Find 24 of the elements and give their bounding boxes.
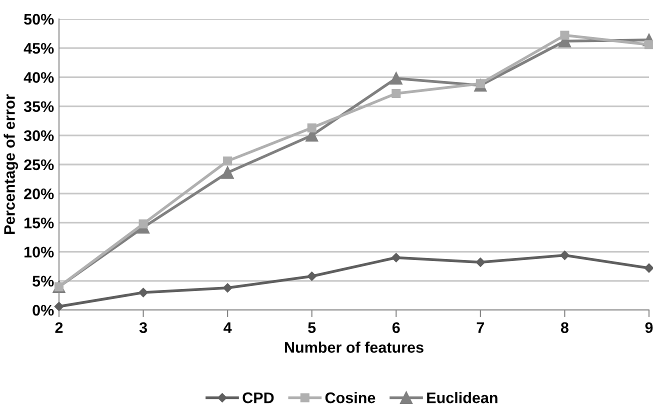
x-tick-label: 7	[476, 322, 484, 333]
y-tick-label: 50%	[24, 14, 54, 25]
y-tick-label: 0%	[32, 304, 54, 316]
x-axis-title: Number of features	[284, 342, 424, 353]
x-tick-label: 5	[308, 322, 316, 334]
y-tick-label: 45%	[24, 43, 54, 54]
y-tick-label: 30%	[24, 130, 54, 142]
y-tick-label: 10%	[24, 246, 54, 258]
x-tick-label: 9	[645, 322, 653, 334]
y-tick-label: 5%	[32, 276, 54, 287]
x-tick-label: 2	[55, 322, 63, 333]
x-tick-label: 4	[224, 322, 232, 333]
x-tick-label: 3	[139, 322, 147, 334]
y-tick-label: 20%	[24, 188, 54, 200]
y-tick-label: 15%	[24, 218, 54, 228]
y-tick-label: 40%	[24, 72, 54, 83]
legend-label: Euclidean	[427, 392, 498, 404]
y-tick-label: 25%	[24, 159, 54, 170]
legend-label: CPD	[242, 392, 274, 404]
y-axis-title: Percentage of error	[4, 94, 18, 234]
x-tick-label: 8	[560, 322, 568, 334]
legend-label: Cosine	[325, 392, 376, 404]
y-tick-label: 35%	[24, 101, 54, 112]
x-tick-label: 6	[392, 322, 400, 334]
